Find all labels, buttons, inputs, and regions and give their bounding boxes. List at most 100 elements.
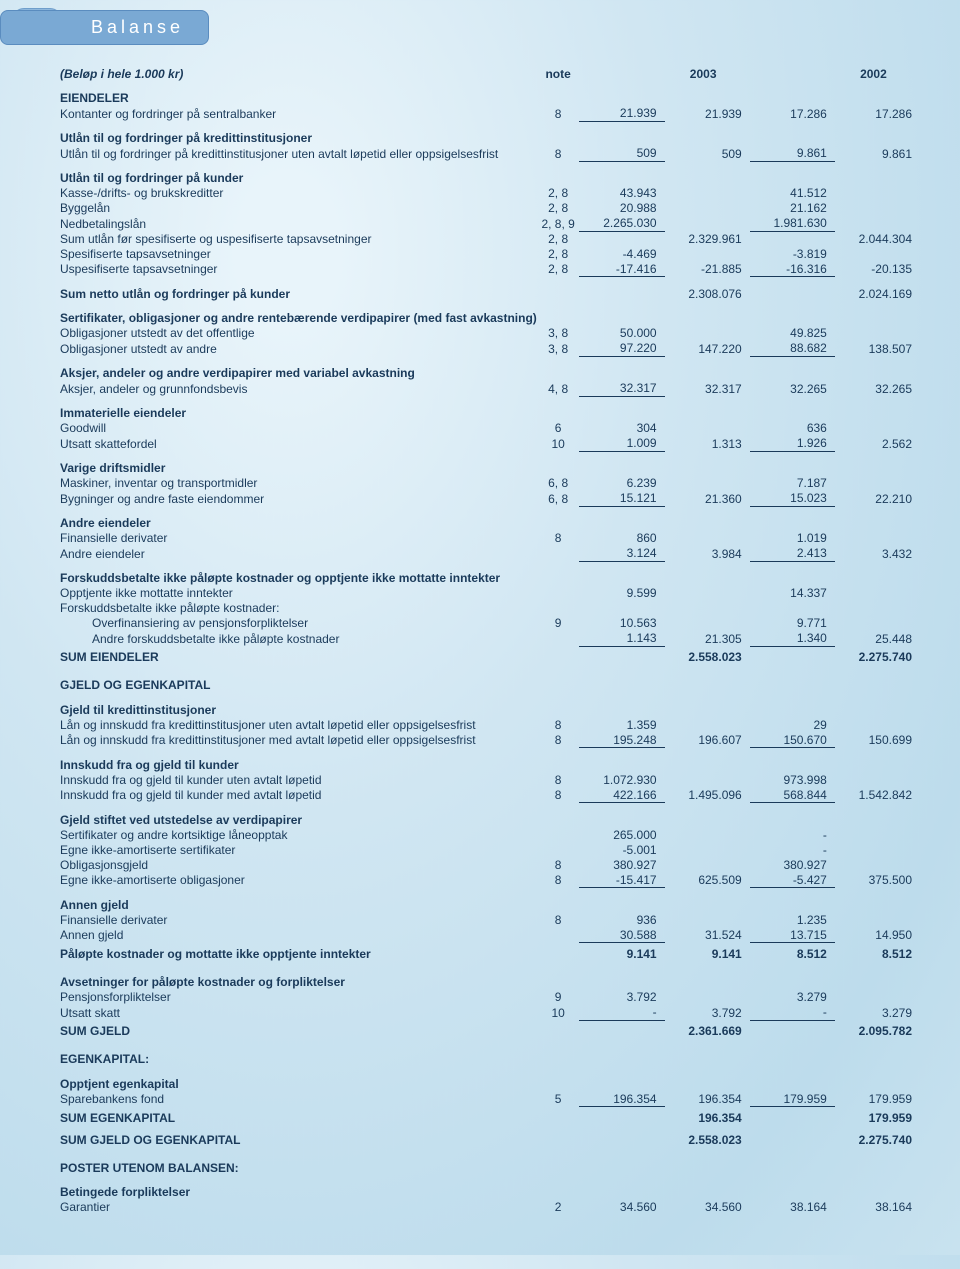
row-note: 8 [537, 857, 580, 872]
sum-row: SUM EGENKAPITAL196.354179.959 [60, 1107, 920, 1129]
value-c3 [750, 601, 835, 616]
row-description: SUM EIENDELER [60, 646, 537, 668]
row-note [537, 451, 580, 476]
row-note [537, 693, 580, 718]
value-c2: 34.560 [665, 1200, 750, 1215]
table-row: Byggelån2, 820.98821.162 [60, 201, 920, 216]
section-header-row: Varige driftsmidler [60, 451, 920, 476]
value-c3: 2.413 [750, 546, 835, 562]
row-description: Finansielle derivater [60, 531, 537, 546]
value-c4 [835, 965, 920, 990]
row-description: Andre eiendeler [60, 506, 537, 531]
value-c3: 38.164 [750, 1200, 835, 1215]
value-c4 [835, 888, 920, 913]
value-c1: 50.000 [579, 326, 664, 341]
value-c4 [835, 301, 920, 326]
row-note: 4, 8 [537, 381, 580, 397]
value-c4: 138.507 [835, 341, 920, 357]
row-description: Overfinansiering av pensjonsforpliktelse… [60, 616, 537, 631]
value-c4: 38.164 [835, 1200, 920, 1215]
row-note [537, 1175, 580, 1200]
row-note [537, 546, 580, 562]
value-c4: -20.135 [835, 261, 920, 277]
row-description: Maskiner, inventar og transportmidler [60, 476, 537, 491]
value-c2: 32.317 [665, 381, 750, 397]
row-note: 8 [537, 531, 580, 546]
value-c4 [835, 616, 920, 631]
value-c1 [579, 161, 664, 186]
value-c4 [835, 1042, 920, 1067]
row-note: 8 [537, 106, 580, 122]
value-c2: 2.361.669 [665, 1020, 750, 1042]
balance-table: (Beløp i hele 1.000 kr) note 2003 2002 E… [60, 66, 920, 1215]
value-c1: 304 [579, 421, 664, 436]
value-c2 [665, 1042, 750, 1067]
value-c1 [579, 1067, 664, 1092]
value-c4: 150.699 [835, 732, 920, 748]
table-row: Forskuddsbetalte ikke påløpte kostnader: [60, 601, 920, 616]
row-note: 8 [537, 717, 580, 732]
row-description: Obligasjonsgjeld [60, 857, 537, 872]
value-c3 [750, 356, 835, 381]
value-c2 [665, 827, 750, 842]
table-body: EIENDELERKontanter og fordringer på sent… [60, 81, 920, 1215]
value-c4 [835, 693, 920, 718]
row-note [537, 356, 580, 381]
value-c4 [835, 326, 920, 341]
value-c3: 17.286 [750, 106, 835, 122]
row-description: Gjeld stiftet ved utstedelse av verdipap… [60, 803, 537, 828]
value-c4: 2.024.169 [835, 277, 920, 302]
value-c3: 9.771 [750, 616, 835, 631]
sum-row: SUM GJELD OG EGENKAPITAL2.558.0232.275.7… [60, 1129, 920, 1151]
value-c4 [835, 827, 920, 842]
table-row: Utlån til og fordringer på kredittinstit… [60, 146, 920, 162]
value-c3: 1.235 [750, 912, 835, 927]
table-row: Egne ikke-amortiserte sertifikater-5.001… [60, 842, 920, 857]
value-c4 [835, 748, 920, 773]
row-note [537, 1042, 580, 1067]
value-c2 [665, 748, 750, 773]
value-c3: 7.187 [750, 476, 835, 491]
value-c3: 88.682 [750, 341, 835, 357]
row-description: Opptjent egenkapital [60, 1067, 537, 1092]
value-c4 [835, 857, 920, 872]
table-row: Goodwill6304636 [60, 421, 920, 436]
value-c3: 21.162 [750, 201, 835, 216]
row-description: Immaterielle eiendeler [60, 396, 537, 421]
value-c1 [579, 396, 664, 421]
value-c4: 3.432 [835, 546, 920, 562]
value-c4: 179.959 [835, 1107, 920, 1129]
value-c1 [579, 888, 664, 913]
value-c4 [835, 161, 920, 186]
section-header-row: Betingede forpliktelser [60, 1175, 920, 1200]
value-c1: 43.943 [579, 186, 664, 201]
value-c1: 195.248 [579, 732, 664, 748]
value-c2 [665, 693, 750, 718]
row-description: Varige driftsmidler [60, 451, 537, 476]
row-note: 2, 8 [537, 186, 580, 201]
value-c4 [835, 356, 920, 381]
row-note [537, 1129, 580, 1151]
value-c1 [579, 1151, 664, 1176]
balance-sheet-page: Balanse (Beløp i hele 1.000 kr) note 200… [0, 0, 960, 1255]
section-header-row: Avsetninger for påløpte kostnader og for… [60, 965, 920, 990]
row-note: 2, 8 [537, 231, 580, 246]
value-c2 [665, 121, 750, 146]
section-header-row: Utlån til og fordringer på kredittinstit… [60, 121, 920, 146]
row-note: 2 [537, 1200, 580, 1215]
row-description: POSTER UTENOM BALANSEN: [60, 1151, 537, 1176]
value-c2 [665, 216, 750, 232]
value-c4: 3.279 [835, 1005, 920, 1021]
table-row: Bygninger og andre faste eiendommer6, 81… [60, 491, 920, 507]
value-c2: 9.141 [665, 943, 750, 966]
row-description: SUM GJELD OG EGENKAPITAL [60, 1129, 537, 1151]
value-c3 [750, 81, 835, 106]
row-description: Obligasjoner utstedt av andre [60, 341, 537, 357]
value-c2 [665, 451, 750, 476]
sum-row: SUM EIENDELER2.558.0232.275.740 [60, 646, 920, 668]
section-header-row: Sertifikater, obligasjoner og andre rent… [60, 301, 920, 326]
section-header-row: Gjeld stiftet ved utstedelse av verdipap… [60, 803, 920, 828]
row-description: Opptjente ikke mottatte inntekter [60, 586, 537, 601]
value-c1 [579, 121, 664, 146]
value-c1: 97.220 [579, 341, 664, 357]
